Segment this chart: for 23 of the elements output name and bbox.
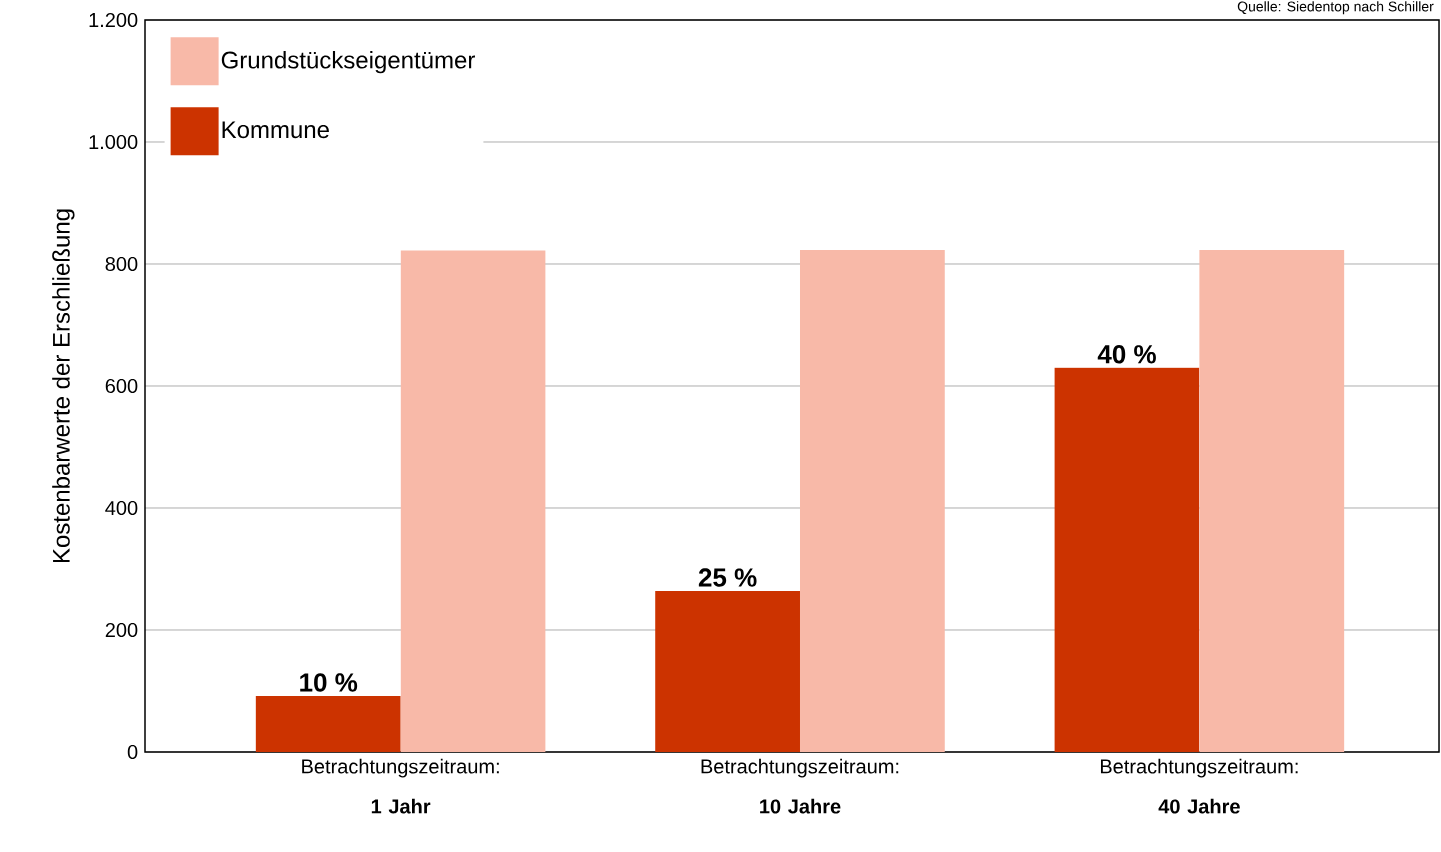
annotation: 40 % xyxy=(1097,345,1156,364)
bar xyxy=(655,590,800,752)
legend-label: Grundstückseigentümer xyxy=(221,50,475,74)
bar xyxy=(799,249,945,752)
bar xyxy=(1054,367,1200,752)
x-tick-label: Betrachtungszeitraum: 40 Jahre xyxy=(1100,758,1298,814)
annotation: 25 % xyxy=(698,568,757,587)
y-tick-label: 800 xyxy=(105,256,138,272)
y-tick-label: 600 xyxy=(105,378,138,394)
y-axis-title: Kostenbarwerte der Erschließung xyxy=(52,209,75,563)
annotation: 10 % xyxy=(300,673,358,692)
source-note: Quelle: Siedentop nach Schiller xyxy=(1237,1,1434,15)
y-tick-label: 1.200 xyxy=(89,12,138,28)
bar xyxy=(1199,249,1345,752)
x-tick-label: Betrachtungszeitraum: 1 Jahr xyxy=(302,758,499,814)
y-tick-label: 400 xyxy=(105,500,138,516)
y-tick-label: 1.000 xyxy=(89,134,138,150)
bar xyxy=(400,250,546,752)
y-tick-label: 0 xyxy=(127,744,138,760)
x-tick-label: Betrachtungszeitraum: 10 Jahre xyxy=(701,758,899,814)
bar xyxy=(255,695,401,752)
y-tick-label: 200 xyxy=(105,622,138,638)
legend-label: Kommune xyxy=(222,121,329,139)
